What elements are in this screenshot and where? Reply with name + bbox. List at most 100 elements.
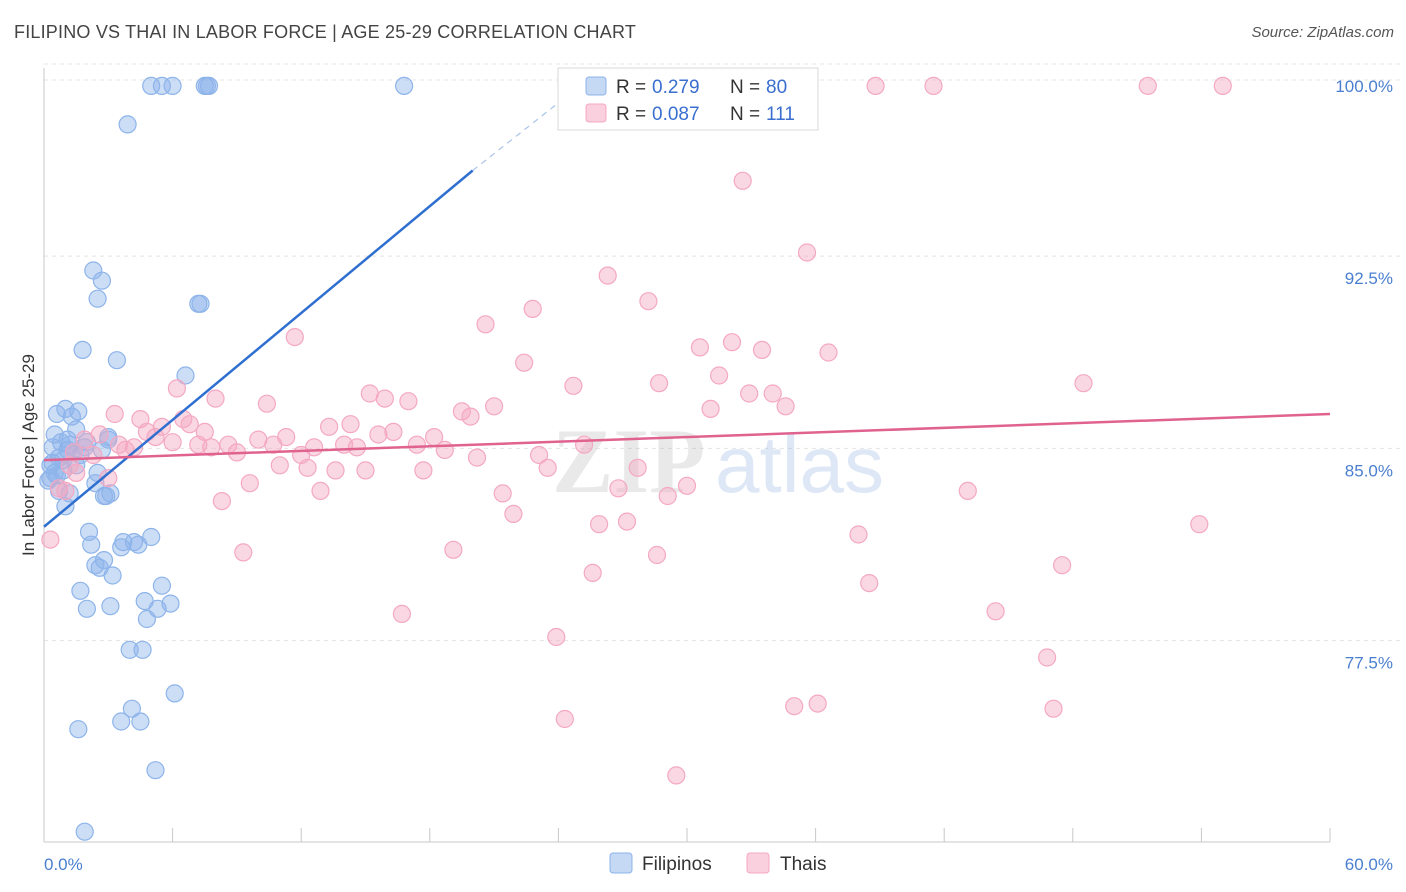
point-thais [785, 697, 804, 716]
chart-title: FILIPINO VS THAI IN LABOR FORCE | AGE 25… [14, 22, 637, 42]
point-filipinos [77, 599, 97, 618]
point-thais [257, 394, 276, 413]
point-thais [819, 343, 838, 362]
point-thais [776, 397, 795, 416]
point-thais [384, 422, 403, 441]
point-thais [589, 515, 609, 534]
point-thais [709, 366, 729, 385]
point-thais [206, 389, 225, 408]
point-thais [564, 376, 583, 395]
point-thais [485, 397, 504, 416]
source-credit: Source: ZipAtlas.com [1251, 24, 1394, 41]
point-thais [341, 415, 360, 434]
point-filipinos [191, 294, 210, 313]
point-thais [555, 709, 574, 729]
point-thais [298, 458, 317, 477]
point-thais [860, 573, 879, 593]
legend-swatch-thais [585, 103, 607, 123]
point-thais [163, 433, 182, 452]
point-thais [690, 338, 710, 357]
point-thais [1074, 374, 1093, 393]
legend-r-filipinos: 0.279 [652, 77, 700, 98]
point-thais [435, 440, 454, 459]
point-thais [740, 384, 759, 403]
legend-swatch-filipinos [585, 76, 607, 96]
bottom-legend-swatch-filipinos [609, 852, 633, 874]
point-filipinos [163, 76, 182, 96]
point-thais [167, 379, 186, 398]
point-thais [64, 443, 84, 462]
point-thais [1138, 76, 1157, 96]
point-thais [105, 404, 124, 424]
y-axis-title: In Labor Force | Age 25-29 [19, 354, 38, 556]
legend-r-label: R = [616, 77, 646, 98]
point-filipinos [152, 76, 171, 96]
point-thais [529, 445, 549, 465]
point-thais [667, 766, 686, 785]
top-legend: R = 0.279 N = 80 R = 0.087 N = 111 [557, 67, 819, 131]
point-thais [504, 504, 523, 524]
point-thais [547, 627, 566, 647]
point-thais [722, 333, 742, 352]
point-thais [90, 425, 109, 444]
point-filipinos [122, 699, 141, 718]
point-thais [677, 476, 697, 495]
point-thais [649, 374, 669, 393]
point-thais [467, 448, 487, 467]
point-thais [658, 486, 677, 506]
point-thais [1044, 699, 1063, 718]
point-filipinos [94, 550, 114, 570]
watermark-zip: ZIP [552, 410, 705, 512]
point-thais [617, 512, 637, 531]
point-thais [356, 461, 375, 480]
point-filipinos [142, 527, 161, 547]
point-filipinos [118, 115, 137, 134]
point-thais [493, 484, 512, 503]
point-thais [763, 384, 782, 403]
point-filipinos [103, 566, 122, 585]
point-filipinos [112, 712, 131, 731]
point-thais [99, 469, 118, 488]
point-thais [399, 392, 418, 411]
point-thais [285, 328, 304, 347]
grid-lines [44, 63, 1400, 642]
point-thais [752, 340, 772, 359]
point-filipinos [69, 402, 88, 421]
point-thais [326, 461, 345, 480]
point-thais [240, 474, 259, 493]
point-filipinos [92, 271, 112, 290]
point-filipinos [82, 535, 101, 554]
point-thais [461, 407, 480, 426]
bottom-legend: Filipinos Thais [609, 852, 826, 875]
point-filipinos [161, 594, 180, 613]
point-filipinos [114, 532, 133, 552]
point-thais [701, 399, 720, 418]
point-thais [647, 545, 667, 565]
point-filipinos [75, 822, 94, 841]
y-tick-label: 85.0% [1345, 461, 1393, 480]
point-thais [195, 422, 214, 441]
point-thais [628, 458, 647, 477]
bottom-legend-swatch-thais [746, 852, 770, 874]
legend-r-thais: 0.087 [652, 104, 700, 125]
point-filipinos [107, 351, 127, 370]
point-filipinos [43, 453, 62, 472]
point-thais [609, 479, 628, 498]
point-thais [639, 292, 658, 311]
point-filipinos [86, 556, 105, 575]
point-thais [808, 694, 827, 713]
point-thais [84, 445, 103, 465]
point-thais [523, 299, 542, 318]
y-tick-label: 100.0% [1335, 77, 1393, 96]
point-thais [797, 243, 817, 262]
point-filipinos [131, 712, 150, 731]
trendline-thais [43, 412, 1331, 462]
point-thais [234, 543, 253, 562]
point-thais [311, 481, 330, 500]
point-thais [212, 492, 231, 511]
legend-r-label: R = [616, 104, 646, 125]
point-thais [305, 438, 324, 457]
point-thais [277, 428, 296, 447]
point-thais [452, 402, 471, 421]
point-thais [49, 479, 69, 498]
